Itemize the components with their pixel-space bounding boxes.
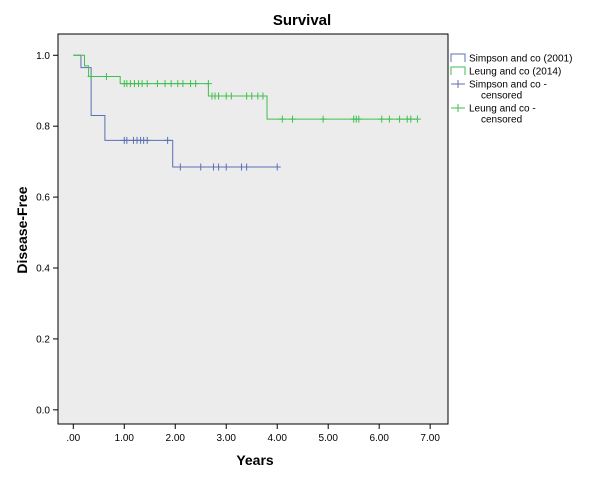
- chart-title: Survival: [273, 12, 331, 29]
- legend-label: Leung and co -: [469, 104, 536, 115]
- legend: Simpson and co (2001) Leung and co (2014)…: [450, 53, 572, 126]
- x-tick-label: 3.00: [217, 433, 237, 444]
- y-tick-label: 0.4: [36, 264, 50, 275]
- censored-marker-simpson: [215, 163, 223, 171]
- censored-marker-leung: [355, 115, 363, 123]
- censored-marker-leung: [153, 80, 161, 88]
- censored-marker-leung: [167, 80, 175, 88]
- plot-area: [57, 33, 449, 425]
- x-tick-label: 2.00: [166, 433, 186, 444]
- x-tick-label: 7.00: [420, 433, 440, 444]
- y-tick-label: 0.2: [36, 334, 50, 345]
- censored-marker-leung: [319, 115, 327, 123]
- x-tick-label: 6.00: [369, 433, 389, 444]
- censored-marker-simpson: [176, 163, 184, 171]
- censored-marker-leung: [385, 115, 393, 123]
- legend-swatch: [450, 66, 466, 75]
- censored-marker-leung: [396, 115, 404, 123]
- censored-marker-leung: [227, 92, 235, 100]
- y-tick-label: 1.0: [36, 51, 50, 62]
- censored-marker-simpson: [143, 136, 151, 144]
- legend-label: Simpson and co (2001): [469, 54, 572, 65]
- legend-swatch: [450, 53, 466, 62]
- legend-swatch: [451, 80, 465, 88]
- x-tick-label: .00: [66, 433, 80, 444]
- censored-marker-leung: [192, 80, 200, 88]
- censored-marker-leung: [179, 80, 187, 88]
- series-line-leung: [73, 54, 418, 120]
- censor-layer: [87, 73, 421, 171]
- y-tick-label: 0.0: [36, 405, 50, 416]
- censored-marker-leung: [215, 92, 223, 100]
- legend-label: Simpson and co -: [469, 80, 547, 91]
- legend-label: Leung and co (2014): [469, 67, 561, 78]
- censored-marker-leung: [278, 115, 286, 123]
- x-tick-label: 4.00: [267, 433, 287, 444]
- censored-marker-simpson: [123, 136, 131, 144]
- series-line-simpson: [73, 54, 278, 168]
- censored-marker-leung: [248, 92, 256, 100]
- censored-marker-leung: [143, 80, 151, 88]
- y-tick-label: 0.8: [36, 122, 50, 133]
- legend-label: censored: [481, 115, 522, 126]
- censored-marker-leung: [378, 115, 386, 123]
- x-axis: .00 1.00 2.00 3.00 4.00 5.00 6.00 7.00: [66, 424, 440, 444]
- censored-marker-simpson: [197, 163, 205, 171]
- x-axis-label: Years: [236, 452, 274, 468]
- legend-swatch: [451, 104, 465, 112]
- censored-marker-leung: [161, 80, 169, 88]
- censored-marker-leung: [259, 92, 267, 100]
- censored-marker-simpson: [243, 163, 251, 171]
- censored-marker-simpson: [164, 136, 172, 144]
- censored-marker-leung: [407, 115, 415, 123]
- y-axis-label: Disease-Free: [14, 186, 30, 273]
- censored-marker-leung: [413, 115, 421, 123]
- censored-marker-leung: [204, 80, 212, 88]
- censored-marker-leung: [87, 73, 95, 81]
- legend-label: censored: [481, 91, 522, 102]
- x-tick-label: 5.00: [318, 433, 338, 444]
- y-axis: 0.0 0.2 0.4 0.6 0.8 1.0: [36, 51, 58, 416]
- series-layer: [73, 54, 418, 168]
- censored-marker-leung: [102, 73, 110, 81]
- censored-marker-simpson: [273, 163, 281, 171]
- censored-marker-simpson: [222, 163, 230, 171]
- censored-marker-leung: [289, 115, 297, 123]
- y-tick-label: 0.6: [36, 193, 50, 204]
- x-tick-label: 1.00: [115, 433, 135, 444]
